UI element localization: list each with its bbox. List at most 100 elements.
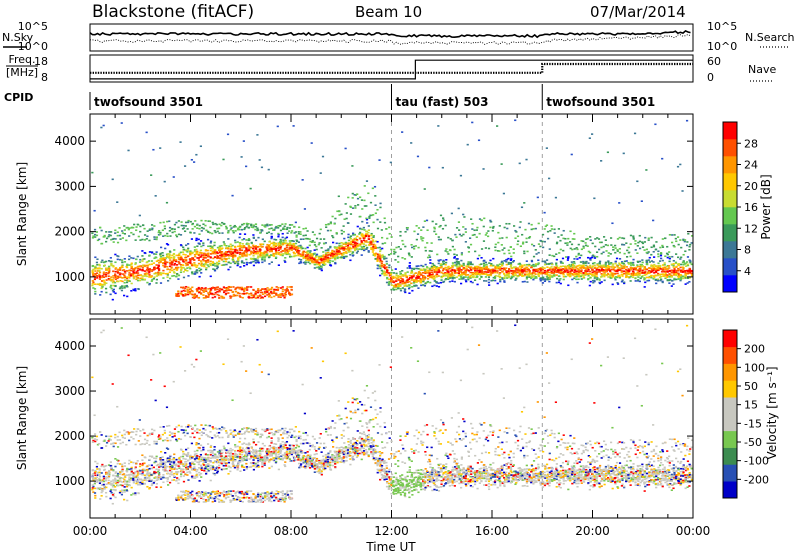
power-cell: [512, 275, 515, 278]
power-cell: [378, 257, 382, 260]
power-cell: [458, 278, 461, 280]
power-cell: [282, 239, 285, 242]
power-cell: [439, 238, 443, 241]
power-cell: [526, 268, 529, 271]
power-cell: [399, 234, 402, 237]
power-cell: [413, 247, 416, 250]
power-cell: [329, 260, 332, 262]
power-cell: [311, 231, 315, 233]
power-cell: [498, 275, 502, 278]
power-cell: [193, 249, 197, 251]
power-cell: [135, 275, 138, 277]
power-cell: [128, 280, 131, 283]
power-cell: [632, 236, 635, 239]
power-cell: [108, 278, 111, 280]
power-cell: [110, 238, 113, 241]
power-cell: [557, 267, 560, 269]
power-cell: [239, 266, 242, 268]
power-cell: [625, 242, 628, 244]
power-cell: [184, 254, 187, 256]
power-cell: [93, 267, 97, 270]
power-cell: [652, 261, 655, 263]
power-cell: [390, 236, 393, 238]
power-cell: [349, 213, 353, 215]
power-cell: [591, 254, 594, 257]
power-cell: [445, 269, 448, 271]
power-cell: [312, 258, 316, 260]
power-cell: [340, 232, 344, 235]
power-cell: [621, 273, 624, 276]
power-cell: [340, 242, 343, 244]
power-cell: [304, 247, 307, 250]
power-cell: [243, 289, 246, 291]
power-cell: [388, 272, 391, 274]
power-cell: [267, 248, 271, 250]
power-cell: [503, 260, 506, 262]
power-cell: [534, 265, 537, 267]
power-cell: [530, 223, 533, 226]
power-cell: [94, 233, 97, 236]
power-cell: [636, 274, 639, 277]
power-cell: [469, 274, 472, 277]
power-cell: [254, 228, 257, 231]
power-cell: [474, 267, 477, 270]
power-cell: [288, 248, 291, 250]
power-cell: [340, 245, 343, 247]
power-cell: [298, 258, 301, 261]
power-cell: [673, 245, 676, 248]
power-cell: [294, 221, 297, 224]
power-cell: [206, 252, 210, 255]
power-cell: [612, 246, 615, 248]
power-cell: [141, 278, 144, 281]
power-cell: [216, 261, 219, 264]
power-cell: [256, 261, 259, 263]
power-cell: [292, 243, 295, 245]
power-cell: [643, 286, 646, 288]
power-cell: [236, 294, 239, 297]
power-cell: [100, 290, 103, 293]
power-cell: [354, 207, 357, 209]
power-cell: [621, 275, 624, 277]
power-cell: [512, 274, 515, 277]
power-cell: [498, 273, 501, 276]
power-cell: [638, 272, 641, 275]
power-cell: [512, 252, 515, 254]
power-cell: [562, 265, 565, 268]
power-cell: [535, 270, 538, 273]
power-cell: [220, 251, 223, 253]
power-cell: [166, 261, 169, 264]
power-cell: [507, 249, 510, 252]
power-cell: [360, 241, 363, 243]
power-cell: [680, 246, 683, 249]
power-cell: [285, 249, 288, 252]
power-cell: [525, 277, 528, 280]
power-cell: [638, 274, 641, 276]
power-cell: [433, 269, 436, 271]
power-cell: [640, 200, 643, 202]
noise-tick-left-low: 10^0: [18, 40, 48, 53]
power-cell: [216, 290, 219, 293]
power-cell: [229, 252, 232, 255]
power-cell: [224, 225, 228, 228]
power-cell: [591, 266, 594, 269]
power-cell: [199, 288, 203, 290]
power-cell: [593, 197, 596, 200]
power-cell: [110, 287, 113, 290]
power-cell: [446, 251, 449, 253]
power-cell: [367, 225, 370, 227]
power-cell: [110, 231, 113, 233]
power-cell: [329, 222, 333, 225]
power-cell: [221, 288, 224, 291]
power-cell: [159, 258, 162, 260]
power-cell: [647, 237, 650, 240]
power-cell: [568, 275, 572, 278]
power-cell: [193, 297, 196, 299]
power-cell: [594, 238, 597, 240]
power-cell: [193, 259, 196, 261]
power-cell: [229, 250, 232, 253]
power-cell: [204, 297, 207, 299]
power-cell: [157, 266, 160, 269]
power-cell: [306, 252, 309, 254]
power-cell: [374, 204, 377, 206]
power-cell: [567, 256, 570, 258]
